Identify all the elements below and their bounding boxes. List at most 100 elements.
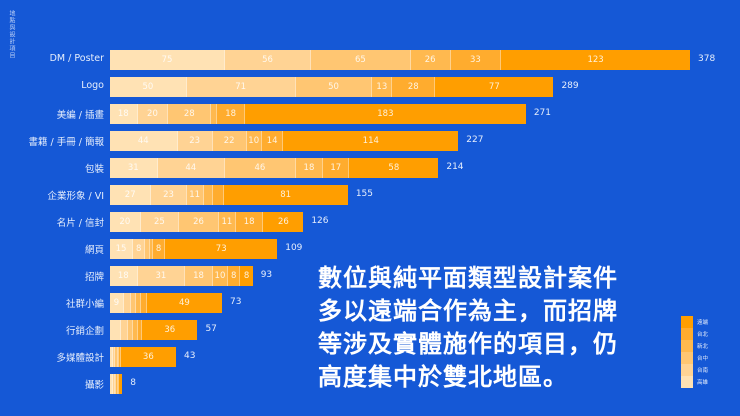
bar-segment: 23 <box>151 185 187 205</box>
bar-segment: 18 <box>217 104 245 124</box>
stacked-bar: 9 49 <box>110 293 222 313</box>
bar-segment: 114 <box>283 131 459 151</box>
total-label: 155 <box>355 189 374 199</box>
chart-title: 地點與設計項目 <box>8 10 15 59</box>
bar-segment <box>145 239 150 259</box>
bar-segment: 14 <box>261 131 284 151</box>
bar-segment: 123 <box>501 50 690 70</box>
legend-label: 台北 <box>697 332 709 338</box>
stacked-bar: 31 44 46 18 17 58 <box>110 158 439 178</box>
stacked-bar: 50 71 50 13 28 77 <box>110 77 554 97</box>
bar-segment: 8 <box>152 239 166 259</box>
legend-swatch <box>681 316 693 328</box>
legend-item: 新北 <box>681 340 708 352</box>
bar-segment: 183 <box>244 104 526 124</box>
bar-segment <box>131 293 137 313</box>
stacked-bar: 15 8 8 73 <box>110 239 278 259</box>
bar-row: 名片 / 信封 20 25 26 11 18 26 126 <box>0 212 740 232</box>
legend-swatch <box>681 340 693 352</box>
bar-segment: 13 <box>372 77 393 97</box>
bar-segment: 9 <box>110 293 124 313</box>
bar-segment <box>149 239 153 259</box>
stacked-bar: 36 <box>110 347 176 367</box>
bar-segment: 8 <box>228 266 241 286</box>
stacked-bar: 20 25 26 11 18 26 <box>110 212 304 232</box>
bar-segment: 56 <box>225 50 311 70</box>
bar-segment: 36 <box>120 347 176 367</box>
bar-segment <box>113 374 115 394</box>
total-label: 109 <box>285 243 303 253</box>
bar-row: 招牌 18 31 18 10 8 8 93 <box>0 266 740 286</box>
bar-segment: 31 <box>137 266 186 286</box>
bar-segment: 31 <box>110 158 158 178</box>
bar-segment: 81 <box>223 185 348 205</box>
total-label: 73 <box>230 297 242 307</box>
bar-segment: 20 <box>110 212 141 232</box>
bar-segment: 25 <box>140 212 180 232</box>
category-label: 行銷企劃 <box>65 326 104 337</box>
bar-segment <box>212 185 224 205</box>
bar-segment <box>136 293 141 313</box>
bar-segment <box>110 347 114 367</box>
bar-segment: 27 <box>110 185 152 205</box>
bar-segment: 26 <box>410 50 451 70</box>
legend-swatch <box>681 328 693 340</box>
bar-segment <box>119 347 121 367</box>
bar-row: 美編 / 插畫 18 20 28 18 183 271 <box>0 104 740 124</box>
bar-segment <box>117 374 120 394</box>
bar-segment: 77 <box>435 77 554 97</box>
legend-item: 台中 <box>681 352 708 364</box>
stacked-bar: 27 23 11 81 <box>110 185 348 205</box>
total-label: 57 <box>205 324 217 334</box>
legend-label: 遠端 <box>697 320 709 326</box>
bar-segment <box>128 320 133 340</box>
bar-row: 包裝 31 44 46 18 17 58 214 <box>0 158 740 178</box>
bar-segment: 28 <box>392 77 436 97</box>
bar-segment: 71 <box>186 77 296 97</box>
stacked-bar: 36 <box>110 320 198 340</box>
bar-segment: 18 <box>185 266 213 286</box>
total-label: 227 <box>466 135 484 145</box>
bar-segment: 18 <box>110 266 138 286</box>
bar-segment <box>114 347 118 367</box>
bar-segment: 20 <box>137 104 169 124</box>
total-label: 8 <box>130 378 136 388</box>
legend-label: 高雄 <box>697 380 709 386</box>
annotation-line: 多以遠端合作為主，而招牌 <box>318 297 618 325</box>
bar-segment <box>110 320 121 340</box>
total-label: 271 <box>533 108 551 118</box>
legend-swatch <box>681 376 693 388</box>
legend: 遠端 台北 新北 台中 台南 高雄 <box>681 316 708 388</box>
bar-segment <box>211 104 218 124</box>
bar-segment: 22 <box>212 131 247 151</box>
bar-segment: 58 <box>349 158 439 178</box>
annotation-text: 數位與純平面類型設計案件 多以遠端合作為主，而招牌 等涉及實體施作的項目，仍 高… <box>318 262 618 394</box>
bar-row: DM / Poster 75 56 65 26 33 123 378 <box>0 50 740 70</box>
legend-item: 遠端 <box>681 316 708 328</box>
category-label: 企業形象 / VI <box>47 191 104 202</box>
legend-label: 台中 <box>697 356 709 362</box>
total-label: 214 <box>446 162 464 172</box>
bar-segment: 26 <box>263 212 304 232</box>
bar-segment: 65 <box>311 50 411 70</box>
annotation-line: 高度集中於雙北地區。 <box>318 363 568 391</box>
category-label: 包裝 <box>84 164 104 175</box>
legend-label: 新北 <box>697 344 709 350</box>
total-label: 378 <box>698 54 716 64</box>
bar-segment: 18 <box>110 104 138 124</box>
bar-segment <box>120 320 129 340</box>
bar-segment: 18 <box>235 212 264 232</box>
bar-segment: 50 <box>295 77 373 97</box>
bar-segment <box>116 374 118 394</box>
bar-segment <box>117 347 120 367</box>
total-label: 126 <box>311 216 329 226</box>
category-label: 名片 / 信封 <box>56 218 104 229</box>
bar-row: 書籍 / 手冊 / 簡報 44 23 22 10 14 114 227 <box>0 131 740 151</box>
annotation-line: 數位與純平面類型設計案件 <box>318 264 618 292</box>
bar-segment <box>140 293 147 313</box>
legend-item: 台北 <box>681 328 708 340</box>
bar-segment: 10 <box>246 131 262 151</box>
legend-swatch <box>681 352 693 364</box>
bar-segment <box>110 374 114 394</box>
